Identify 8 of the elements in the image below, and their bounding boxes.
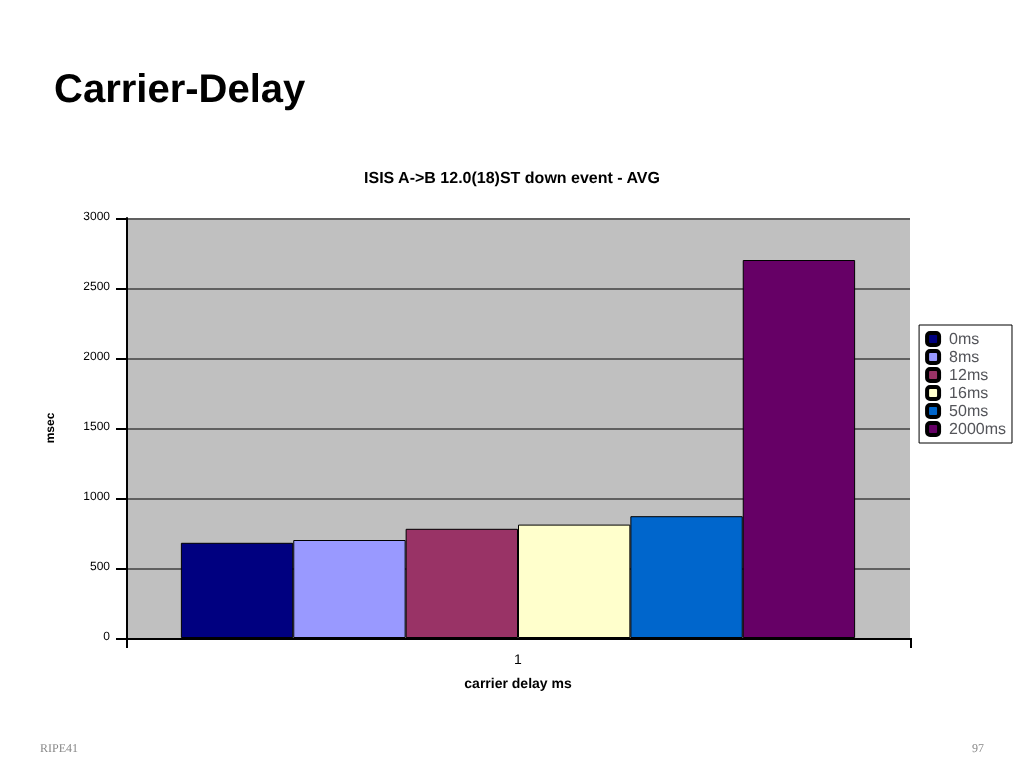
legend-label: 2000ms	[949, 420, 1007, 438]
legend-label: 0ms	[949, 330, 980, 348]
legend-label: 16ms	[949, 384, 989, 402]
legend-label: 12ms	[949, 366, 989, 384]
chart-title: Carrier-Delay	[54, 68, 307, 112]
chart-subtitle: ISIS A->B 12.0(18)ST down event - AVG	[364, 169, 660, 187]
legend-label: 8ms	[949, 348, 980, 366]
legend-label: 50ms	[949, 402, 989, 420]
